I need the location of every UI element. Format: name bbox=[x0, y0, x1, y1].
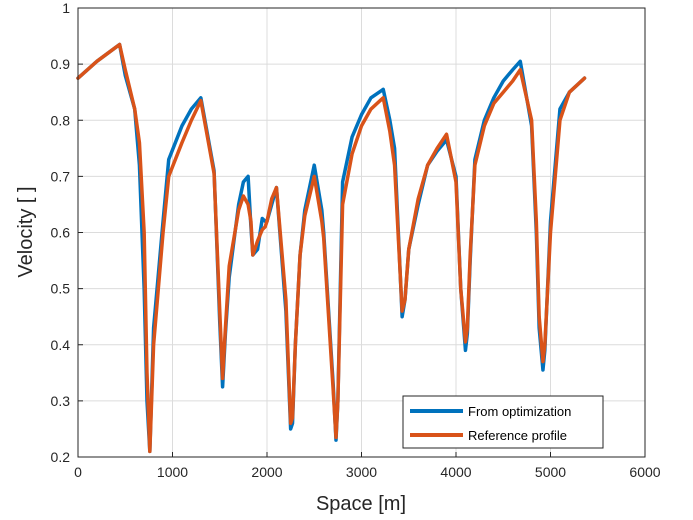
legend: From optimization Reference profile bbox=[402, 395, 604, 449]
x-tick-label: 6000 bbox=[629, 464, 660, 480]
y-tick-label: 0.4 bbox=[51, 337, 71, 353]
y-tick-label: 0.6 bbox=[51, 225, 71, 241]
legend-label-optimization: From optimization bbox=[468, 404, 571, 419]
series-layer bbox=[76, 42, 587, 454]
y-tick-layer: 0.2 0.3 0.4 0.5 0.6 0.7 0.8 0.9 1 bbox=[51, 0, 83, 465]
legend-label-reference: Reference profile bbox=[468, 428, 567, 443]
y-tick-label: 0.2 bbox=[51, 449, 71, 465]
series-line-optimization bbox=[76, 42, 587, 454]
x-tick-label: 1000 bbox=[157, 464, 188, 480]
x-axis-label: Space [m] bbox=[316, 493, 406, 515]
y-tick-label: 0.8 bbox=[51, 112, 71, 128]
x-tick-label: 5000 bbox=[535, 464, 566, 480]
legend-box bbox=[402, 395, 604, 449]
y-tick-label: 0.7 bbox=[51, 168, 71, 184]
x-tick-label: 2000 bbox=[251, 464, 282, 480]
x-tick-label: 4000 bbox=[440, 464, 471, 480]
y-tick-label: 0.5 bbox=[51, 281, 71, 297]
y-tick-label: 0.3 bbox=[51, 393, 71, 409]
y-axis-label: Velocity [ ] bbox=[15, 186, 37, 277]
x-tick-layer: 0 1000 2000 3000 4000 5000 6000 bbox=[74, 452, 661, 480]
y-tick-label: 0.9 bbox=[51, 56, 71, 72]
x-tick-label: 0 bbox=[74, 464, 82, 480]
series-line-reference bbox=[76, 42, 587, 454]
x-tick-label: 3000 bbox=[346, 464, 377, 480]
y-tick-label: 1 bbox=[62, 0, 70, 16]
